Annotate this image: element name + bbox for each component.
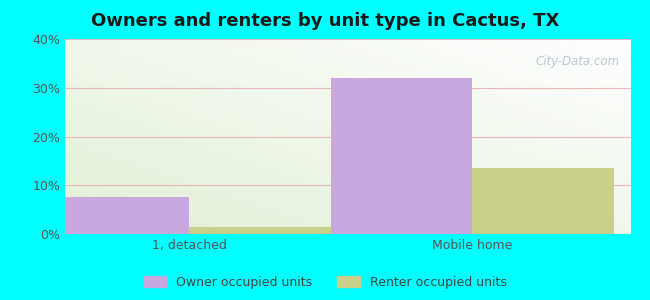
Bar xyxy=(48,197,189,234)
Bar xyxy=(331,78,472,234)
Bar xyxy=(189,227,331,234)
Text: Owners and renters by unit type in Cactus, TX: Owners and renters by unit type in Cactu… xyxy=(91,12,559,30)
Bar xyxy=(472,168,614,234)
Text: City-Data.com: City-Data.com xyxy=(535,55,619,68)
Legend: Owner occupied units, Renter occupied units: Owner occupied units, Renter occupied un… xyxy=(138,271,512,294)
